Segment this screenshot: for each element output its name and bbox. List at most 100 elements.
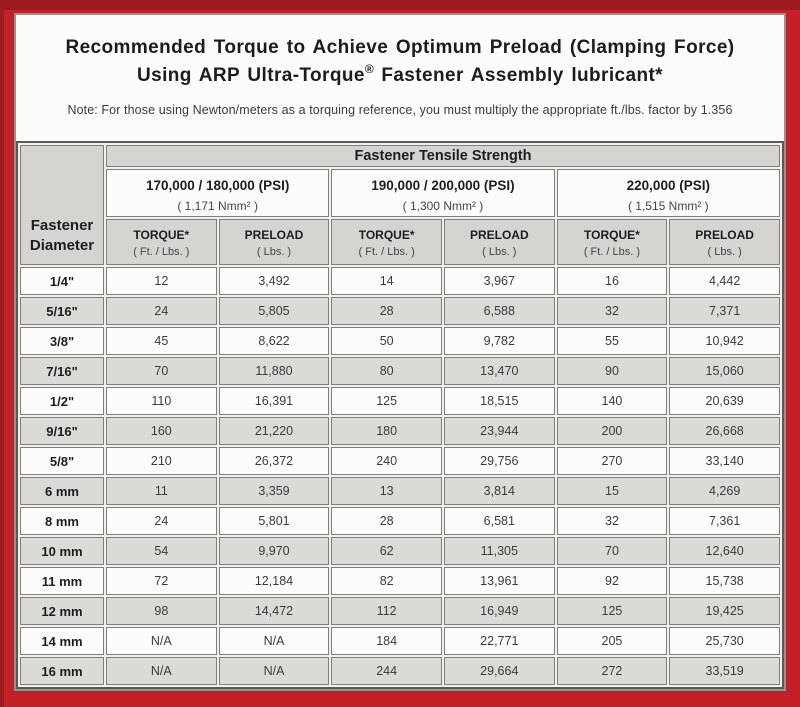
content-panel: Recommended Torque to Achieve Optimum Pr… bbox=[14, 13, 786, 691]
tensile-strength-header: Fastener Tensile Strength bbox=[106, 145, 780, 167]
preload-cell: 8,622 bbox=[218, 327, 330, 355]
psi-group-row: 170,000 / 180,000 (PSI) ( 1,171 Nmm² ) 1… bbox=[20, 169, 780, 217]
torque-label: TORQUE* bbox=[584, 228, 640, 242]
preload-cell: 9,970 bbox=[218, 537, 330, 565]
title-line1: Recommended Torque to Achieve Optimum Pr… bbox=[65, 37, 735, 58]
torque-cell: 72 bbox=[106, 567, 217, 595]
torque-unit: ( Ft. / Lbs. ) bbox=[133, 246, 190, 258]
preload-cell: 4,442 bbox=[669, 267, 780, 295]
frame-left-edge bbox=[0, 0, 4, 707]
psi-group-header-2: 190,000 / 200,000 (PSI) ( 1,300 Nmm² ) bbox=[331, 169, 555, 217]
torque-cell: N/A bbox=[106, 627, 217, 655]
torque-cell: 244 bbox=[331, 657, 442, 685]
preload-cell: 11,305 bbox=[443, 537, 555, 565]
preload-cell: 10,942 bbox=[669, 327, 780, 355]
torque-column-header: TORQUE* ( Ft. / Lbs. ) bbox=[556, 219, 668, 265]
title-line2-text-post: Fastener Assembly lubricant* bbox=[373, 64, 663, 86]
preload-cell: 9,782 bbox=[443, 327, 555, 355]
diameter-cell: 5/8" bbox=[20, 447, 104, 475]
torque-cell: 28 bbox=[331, 507, 442, 535]
preload-label: PRELOAD bbox=[244, 228, 304, 242]
preload-cell: 15,738 bbox=[669, 567, 780, 595]
preload-unit: ( Lbs. ) bbox=[482, 246, 517, 258]
psi-group-header-1: 170,000 / 180,000 (PSI) ( 1,171 Nmm² ) bbox=[106, 169, 330, 217]
torque-cell: 90 bbox=[556, 357, 668, 385]
torque-cell: 80 bbox=[331, 357, 442, 385]
torque-label: TORQUE* bbox=[358, 228, 415, 242]
diameter-cell: 7/16" bbox=[20, 357, 104, 385]
diameter-cell: 11 mm bbox=[20, 567, 104, 595]
table-row: 8 mm 24 5,801 28 6,581 32 7,361 bbox=[20, 507, 780, 535]
metric-conversion-note: Note: For those using Newton/meters as a… bbox=[67, 102, 733, 117]
torque-cell: 32 bbox=[556, 507, 668, 535]
preload-cell: 7,361 bbox=[669, 507, 780, 535]
torque-cell: 270 bbox=[556, 447, 668, 475]
torque-cell: 160 bbox=[106, 417, 217, 445]
torque-unit: ( Ft. / Lbs. ) bbox=[583, 246, 641, 258]
page-title: Recommended Torque to Achieve Optimum Pr… bbox=[16, 35, 784, 90]
torque-cell: 110 bbox=[106, 387, 217, 415]
psi-value: 170,000 / 180,000 (PSI) bbox=[145, 177, 290, 193]
preload-cell: N/A bbox=[218, 657, 330, 685]
preload-cell: 21,220 bbox=[218, 417, 330, 445]
torque-cell: 15 bbox=[556, 477, 668, 505]
diameter-cell: 5/16" bbox=[20, 297, 104, 325]
preload-unit: ( Lbs. ) bbox=[707, 246, 742, 258]
preload-cell: 33,140 bbox=[669, 447, 780, 475]
preload-column-header: PRELOAD ( Lbs. ) bbox=[218, 219, 330, 265]
preload-unit: ( Lbs. ) bbox=[256, 246, 292, 258]
preload-cell: 19,425 bbox=[669, 597, 780, 625]
torque-cell: 125 bbox=[556, 597, 668, 625]
preload-cell: 5,801 bbox=[218, 507, 330, 535]
torque-label: TORQUE* bbox=[133, 228, 190, 242]
nmm-value: ( 1,300 Nmm² ) bbox=[402, 198, 484, 213]
torque-cell: 32 bbox=[556, 297, 668, 325]
table-body: 1/4" 12 3,492 14 3,967 16 4,442 5/16" 24… bbox=[20, 267, 780, 685]
preload-cell: 16,391 bbox=[218, 387, 330, 415]
psi-value: 220,000 (PSI) bbox=[626, 177, 710, 193]
torque-table: Fastener Diameter Fastener Tensile Stren… bbox=[16, 141, 784, 689]
diameter-cell: 12 mm bbox=[20, 597, 104, 625]
registered-trademark-symbol: ® bbox=[364, 61, 374, 76]
table-row: 1/4" 12 3,492 14 3,967 16 4,442 bbox=[20, 267, 780, 295]
diameter-cell: 1/2" bbox=[20, 387, 104, 415]
torque-column-header: TORQUE* ( Ft. / Lbs. ) bbox=[331, 219, 442, 265]
torque-cell: 180 bbox=[331, 417, 442, 445]
torque-cell: 13 bbox=[331, 477, 442, 505]
diameter-cell: 6 mm bbox=[20, 477, 104, 505]
preload-cell: 13,470 bbox=[443, 357, 555, 385]
preload-cell: 3,359 bbox=[218, 477, 330, 505]
preload-label: PRELOAD bbox=[469, 228, 529, 242]
table-row: 7/16" 70 11,880 80 13,470 90 15,060 bbox=[20, 357, 780, 385]
psi-group-header-3: 220,000 (PSI) ( 1,515 Nmm² ) bbox=[556, 169, 780, 217]
torque-cell: 70 bbox=[106, 357, 217, 385]
column-header-row: TORQUE* ( Ft. / Lbs. ) PRELOAD ( Lbs. ) … bbox=[20, 219, 780, 265]
torque-cell: 50 bbox=[331, 327, 442, 355]
torque-cell: 272 bbox=[556, 657, 668, 685]
table-row: 9/16" 160 21,220 180 23,944 200 26,668 bbox=[20, 417, 780, 445]
torque-cell: 11 bbox=[106, 477, 217, 505]
diameter-cell: 9/16" bbox=[20, 417, 104, 445]
frame-top-edge bbox=[0, 0, 800, 10]
torque-cell: 12 bbox=[106, 267, 217, 295]
preload-cell: 12,184 bbox=[218, 567, 330, 595]
torque-cell: 184 bbox=[331, 627, 442, 655]
preload-cell: 12,640 bbox=[669, 537, 780, 565]
torque-cell: 16 bbox=[556, 267, 668, 295]
preload-cell: 3,967 bbox=[443, 267, 555, 295]
diameter-cell: 16 mm bbox=[20, 657, 104, 685]
table-row: 16 mm N/A N/A 244 29,664 272 33,519 bbox=[20, 657, 780, 685]
torque-column-header: TORQUE* ( Ft. / Lbs. ) bbox=[106, 219, 217, 265]
torque-cell: 54 bbox=[106, 537, 217, 565]
torque-cell: 82 bbox=[331, 567, 442, 595]
table-row: 14 mm N/A N/A 184 22,771 205 25,730 bbox=[20, 627, 780, 655]
title-line2-text: Using ARP Ultra-Torque bbox=[137, 64, 365, 86]
torque-cell: 24 bbox=[106, 297, 217, 325]
torque-cell: 140 bbox=[556, 387, 668, 415]
preload-cell: 7,371 bbox=[669, 297, 780, 325]
torque-cell: 24 bbox=[106, 507, 217, 535]
torque-cell: 28 bbox=[331, 297, 442, 325]
preload-cell: 3,814 bbox=[443, 477, 555, 505]
torque-cell: 125 bbox=[331, 387, 442, 415]
preload-cell: 11,880 bbox=[218, 357, 330, 385]
